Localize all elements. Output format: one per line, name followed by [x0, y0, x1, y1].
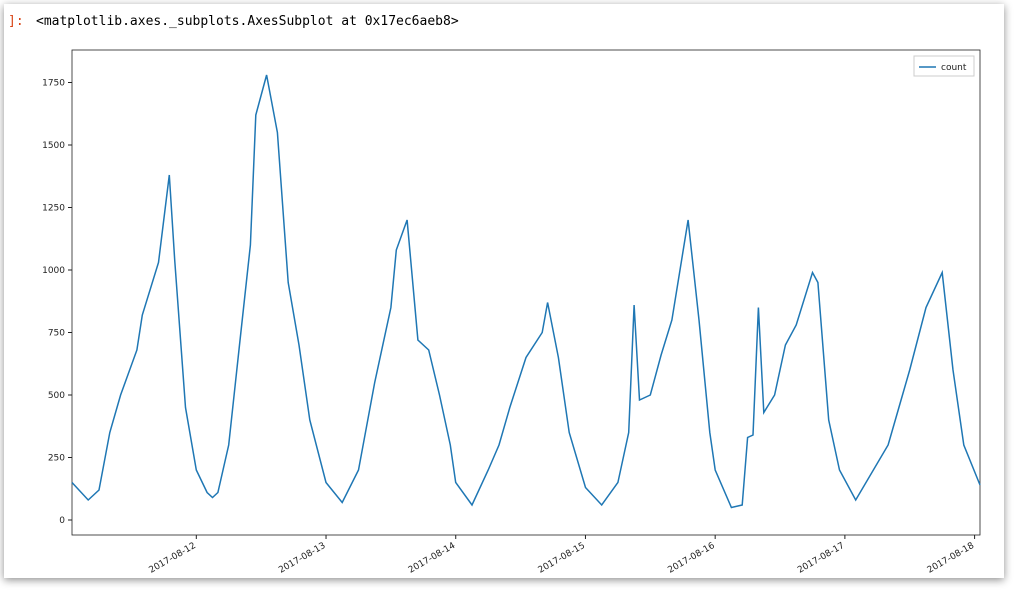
x-tick-label: 2017-08-12 [148, 541, 198, 576]
legend-box [913, 55, 975, 77]
y-tick-label: 500 [48, 391, 65, 401]
output-prompt: ]: [8, 14, 24, 29]
x-tick-label: 2017-08-17 [796, 541, 846, 576]
y-tick-label: 0 [59, 516, 65, 526]
y-tick-label: 1750 [42, 79, 65, 89]
y-tick-label: 1250 [42, 204, 65, 214]
y-tick-label: 250 [48, 454, 65, 464]
x-tick-label: 2017-08-13 [277, 541, 327, 576]
x-tick-label: 2017-08-16 [666, 541, 717, 576]
plot-frame [71, 49, 981, 536]
y-tick-label: 750 [48, 329, 65, 339]
y-tick-label: 1500 [42, 141, 65, 151]
x-tick-label: 2017-08-14 [407, 541, 458, 576]
line [71, 74, 981, 509]
x-tick-label: 2017-08-15 [537, 541, 587, 576]
legend: count [913, 55, 975, 77]
output-card [4, 4, 1004, 578]
x-tick-label: 2017-08-18 [926, 541, 977, 576]
legend-label: count [941, 63, 967, 73]
y-tick-label: 1000 [42, 266, 65, 276]
output-text: <matplotlib.axes._subplots.AxesSubplot a… [36, 14, 459, 29]
